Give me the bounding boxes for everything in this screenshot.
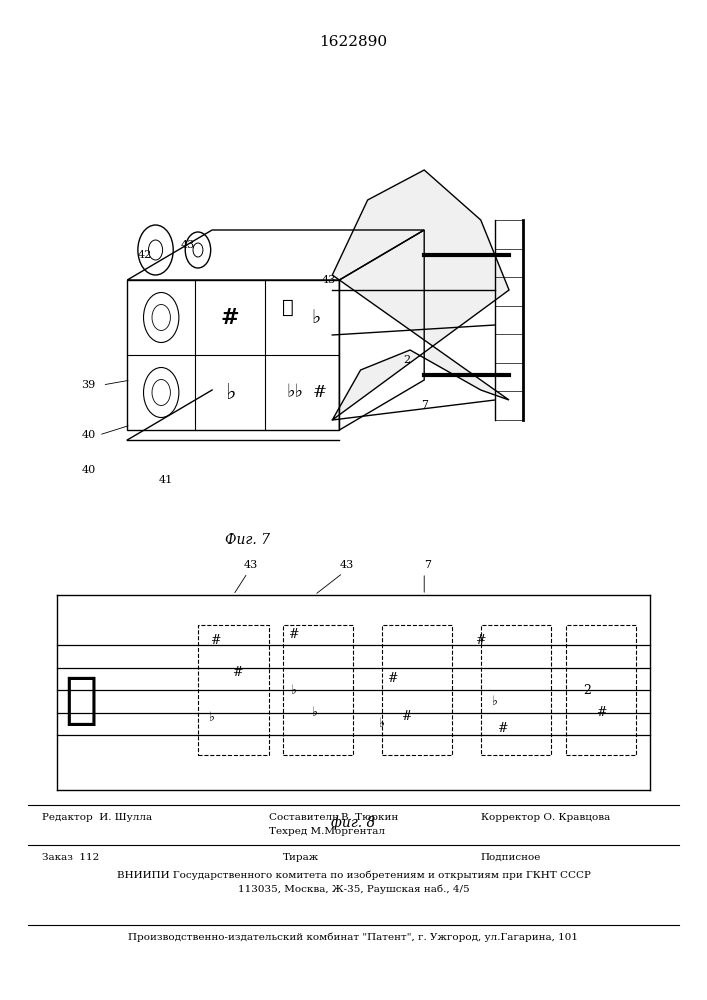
Text: Заказ  112: Заказ 112 xyxy=(42,853,100,862)
Text: #: # xyxy=(288,629,298,642)
Text: ♭: ♭ xyxy=(225,382,235,404)
Text: 42: 42 xyxy=(138,250,152,260)
Text: Подписное: Подписное xyxy=(481,853,541,862)
Text: ♭: ♭ xyxy=(492,695,498,708)
Text: 2: 2 xyxy=(403,355,410,365)
Text: Производственно-издательский комбинат "Патент", г. Ужгород, ул.Гагарина, 101: Производственно-издательский комбинат "П… xyxy=(129,933,578,942)
Text: 40: 40 xyxy=(81,465,95,475)
Text: ♭: ♭ xyxy=(312,308,321,326)
Text: 43: 43 xyxy=(322,275,336,285)
Text: 7: 7 xyxy=(421,400,428,410)
Text: Техред М.Моргентал: Техред М.Моргентал xyxy=(269,827,385,836)
Text: Редактор  И. Шулла: Редактор И. Шулла xyxy=(42,813,153,822)
Text: #: # xyxy=(497,722,507,735)
Text: 39: 39 xyxy=(81,380,95,390)
Text: Фиг. 7: Фиг. 7 xyxy=(225,533,270,547)
Text: ♭: ♭ xyxy=(312,706,317,719)
Text: 113035, Москва, Ж-35, Раушская наб., 4/5: 113035, Москва, Ж-35, Раушская наб., 4/5 xyxy=(238,885,469,895)
Text: ♭: ♭ xyxy=(291,684,296,696)
Text: #: # xyxy=(387,672,397,685)
Text: Корректор О. Кравцова: Корректор О. Кравцова xyxy=(481,813,610,822)
Text: #: # xyxy=(476,634,486,647)
Text: 𝄞: 𝄞 xyxy=(64,674,98,728)
Text: #: # xyxy=(211,634,221,647)
Text: #: # xyxy=(232,666,242,679)
Text: #: # xyxy=(313,384,327,401)
Text: 43: 43 xyxy=(339,560,354,570)
Text: 41: 41 xyxy=(159,475,173,485)
Text: 43: 43 xyxy=(244,560,258,570)
Text: Составитель В. Тюркин: Составитель В. Тюркин xyxy=(269,813,398,822)
Text: #: # xyxy=(221,306,240,328)
Text: 2: 2 xyxy=(583,684,591,696)
Text: #: # xyxy=(596,706,606,719)
Text: ВНИИПИ Государственного комитета по изобретениям и открытиям при ГКНТ СССР: ВНИИПИ Государственного комитета по изоб… xyxy=(117,870,590,880)
Text: 40: 40 xyxy=(81,430,95,440)
Text: #: # xyxy=(402,710,411,723)
Text: 1622890: 1622890 xyxy=(320,35,387,49)
Text: фиг. 8: фиг. 8 xyxy=(332,815,375,830)
Text: 43: 43 xyxy=(180,240,194,250)
Text: ♭♭: ♭♭ xyxy=(286,384,304,402)
Text: ♭: ♭ xyxy=(209,710,215,723)
Text: Тираж: Тираж xyxy=(283,853,319,862)
Text: ♭: ♭ xyxy=(379,717,385,730)
Text: 𝄪: 𝄪 xyxy=(282,298,294,316)
Text: 7: 7 xyxy=(424,560,431,570)
Polygon shape xyxy=(332,170,509,420)
